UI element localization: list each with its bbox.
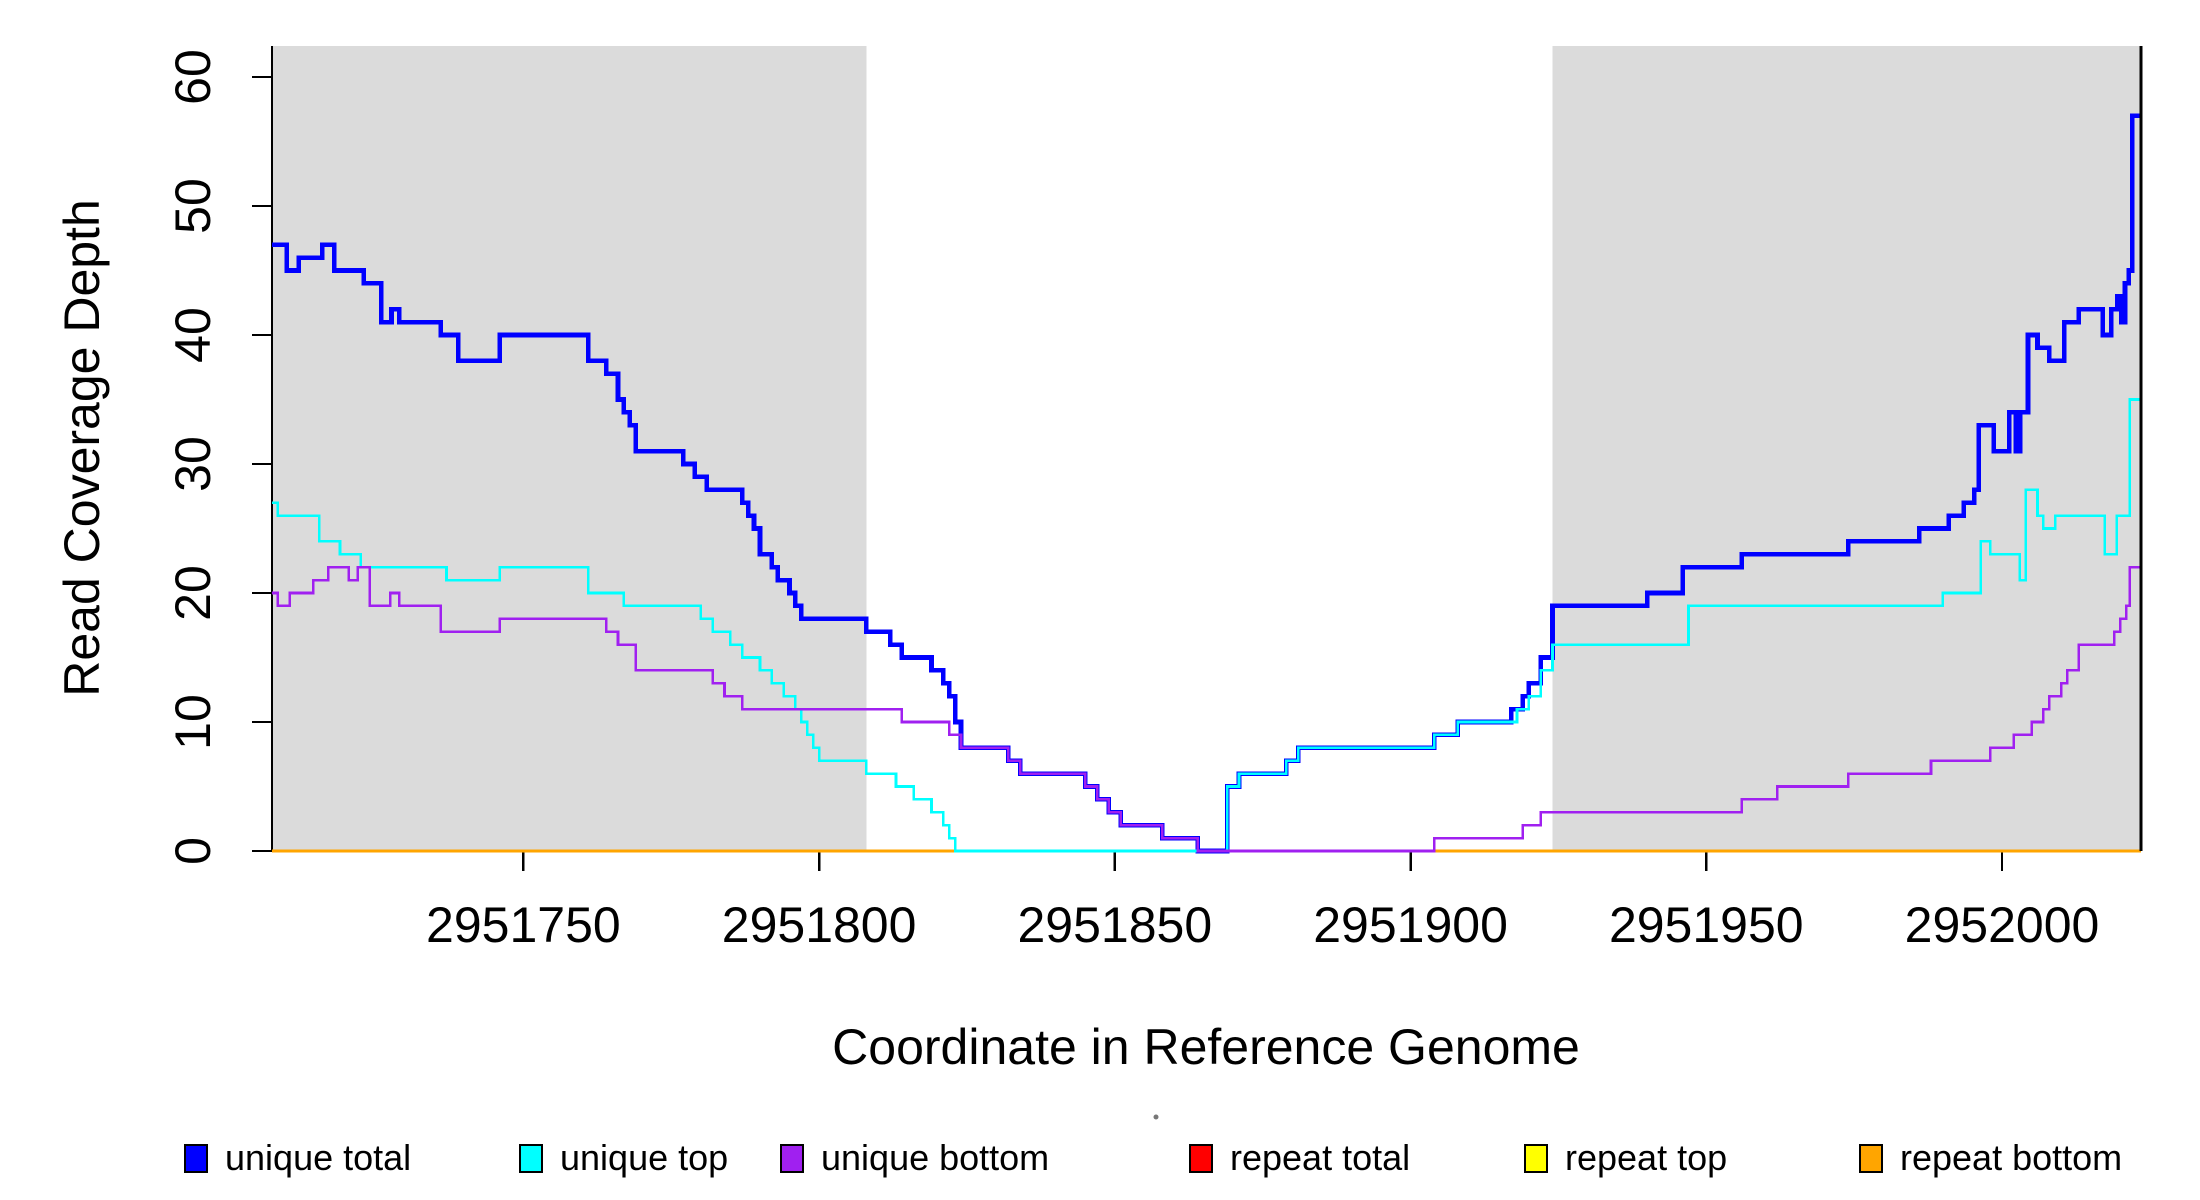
legend-item-unique-top: unique top <box>519 1137 728 1178</box>
legend-label: unique top <box>560 1137 729 1178</box>
repeat-region-shade <box>272 46 867 851</box>
legend-swatch-unique-bottom <box>780 1143 804 1173</box>
y-tick-label: 20 <box>165 565 221 621</box>
legend-swatch-repeat-bottom <box>1859 1143 1883 1173</box>
y-tick-label: 10 <box>165 694 221 750</box>
y-tick-label: 60 <box>165 49 221 105</box>
legend-swatch-repeat-total <box>1189 1143 1213 1173</box>
series-line-unique-top <box>272 398 2141 853</box>
legend-swatch-unique-total <box>184 1143 208 1173</box>
series-line-unique-bottom <box>272 565 2141 853</box>
legend-label: unique bottom <box>821 1137 1050 1178</box>
y-tick-label: 50 <box>165 178 221 234</box>
legend-swatch-unique-top <box>519 1143 543 1173</box>
legend-item-repeat-top: repeat top <box>1524 1137 1727 1178</box>
x-axis-title: Coordinate in Reference Genome <box>832 1019 1580 1075</box>
legend-label: unique total <box>225 1137 412 1178</box>
y-tick-label: 0 <box>165 837 221 865</box>
x-tick-label: 2951750 <box>426 897 621 953</box>
x-tick-label: 2951950 <box>1609 897 1804 953</box>
y-tick-label: 40 <box>165 307 221 363</box>
legend-item-unique-total: unique total <box>184 1137 411 1178</box>
legend-label: repeat bottom <box>1900 1137 2123 1178</box>
legend-swatch-repeat-top <box>1524 1143 1548 1173</box>
repeat-region-shade <box>1552 46 2141 851</box>
x-tick-label: 2951800 <box>722 897 917 953</box>
x-tick-label: 2951850 <box>1017 897 1212 953</box>
legend-label: repeat top <box>1565 1137 1728 1178</box>
legend-item-unique-bottom: unique bottom <box>780 1137 1049 1178</box>
legend-item-repeat-total: repeat total <box>1189 1137 1410 1178</box>
x-tick-label: 2952000 <box>1905 897 2100 953</box>
legend-item-repeat-bottom: repeat bottom <box>1859 1137 2122 1178</box>
y-tick-label: 30 <box>165 436 221 492</box>
y-axis-title: Read Coverage Depth <box>54 199 110 697</box>
legend-label: repeat total <box>1230 1137 1411 1178</box>
stray-dot <box>1153 1114 1159 1120</box>
x-tick-label: 2951900 <box>1313 897 1508 953</box>
